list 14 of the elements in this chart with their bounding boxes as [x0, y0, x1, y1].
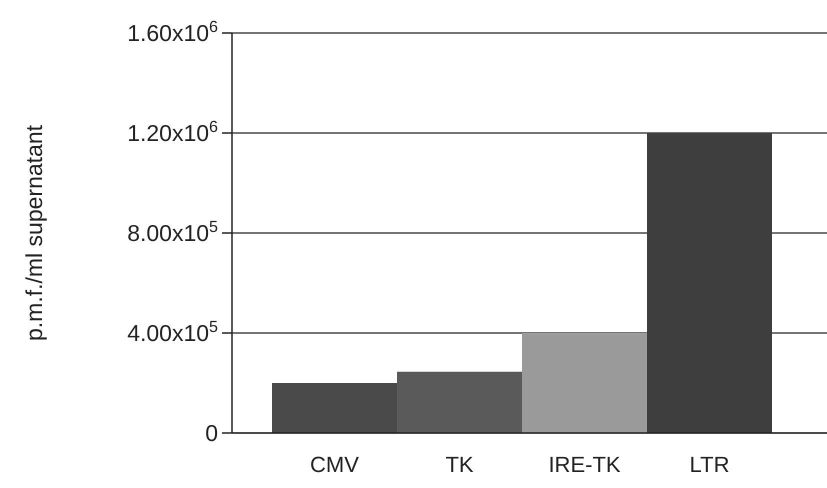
x-tick-label: LTR	[690, 452, 730, 477]
y-axis-title: p.m.f./ml supernatant	[21, 124, 47, 342]
y-tick-label: 4.00x10$^{5}$	[127, 318, 218, 346]
bar	[397, 372, 522, 433]
y-tick-label: 1.60x10$^{6}$	[127, 18, 218, 46]
x-tick-label: IRE-TK	[548, 452, 621, 477]
x-tick-label: CMV	[310, 452, 360, 477]
y-tick-label: 1.20x10$^{6}$	[127, 118, 218, 146]
bar	[272, 383, 397, 433]
x-tick-label: TK	[445, 452, 474, 477]
bar	[647, 133, 772, 433]
bar	[522, 333, 647, 433]
y-tick-label: 0	[205, 420, 218, 446]
y-tick-label: 8.00x10$^{5}$	[127, 218, 218, 246]
